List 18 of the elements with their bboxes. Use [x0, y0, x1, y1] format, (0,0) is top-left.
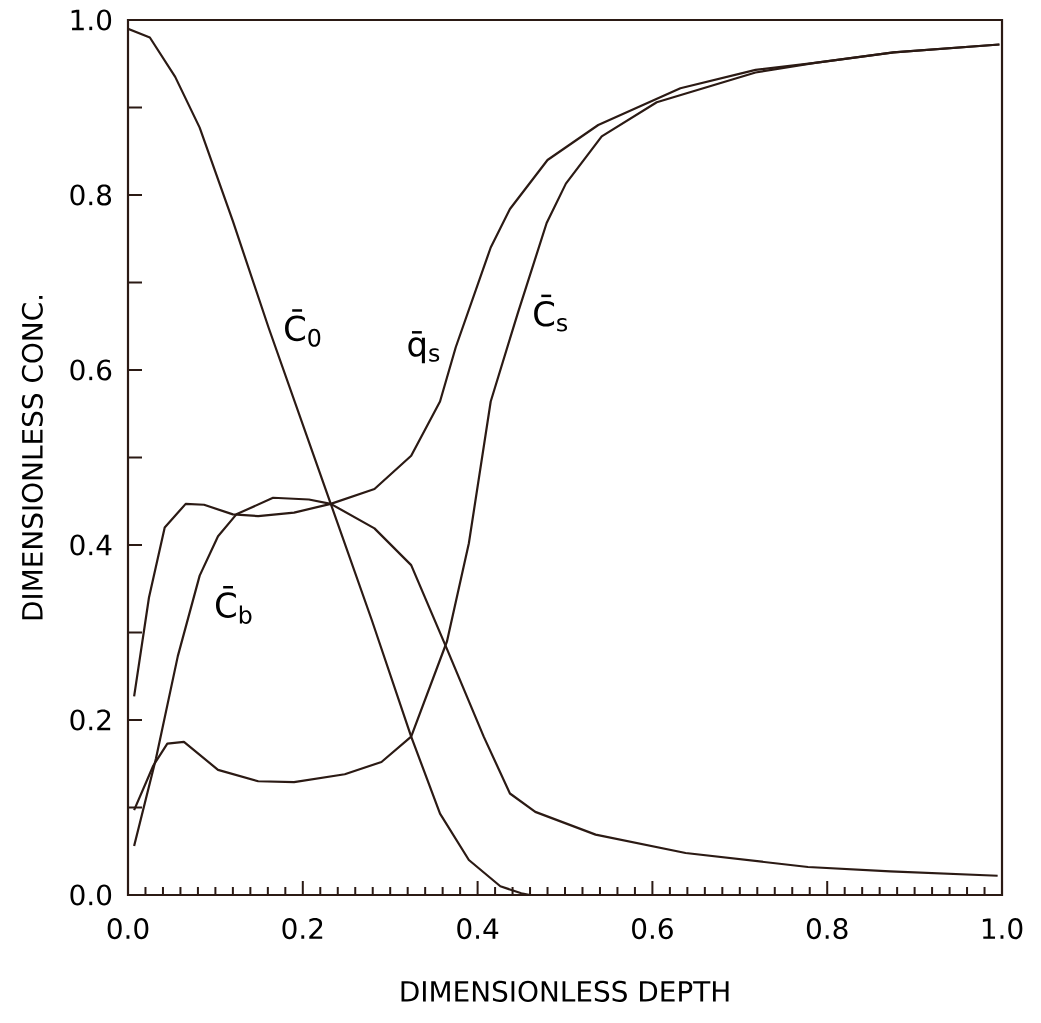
series-label: C̄$_{0}$: [285, 309, 321, 347]
y-tick-label: 0.6: [70, 359, 112, 381]
y-tick-label: 0.0: [70, 884, 112, 906]
y-tick-label: 0.8: [70, 184, 112, 206]
series-label: C̄$_{s}$: [534, 294, 568, 332]
x-axis-title: DIMENSIONLESS DEPTH: [401, 980, 729, 1002]
x-tick-label: 0.8: [806, 918, 848, 940]
x-tick-label: 0.2: [282, 918, 323, 940]
y-axis-title: DIMENSIONLESS CONC.: [21, 295, 43, 620]
series-label: C̄$_{b}$: [215, 586, 252, 624]
x-tick-label: 1.0: [982, 918, 1023, 940]
x-tick-label: 0.4: [457, 918, 499, 940]
y-tick-label: 0.4: [70, 534, 112, 556]
x-tick-label: 0.6: [632, 918, 673, 940]
series-label: q̄$_{s}$: [408, 331, 440, 364]
y-tick-label: 1.0: [71, 9, 112, 31]
x-tick-label: 0.0: [107, 918, 149, 940]
y-tick-label: 0.2: [70, 709, 111, 731]
